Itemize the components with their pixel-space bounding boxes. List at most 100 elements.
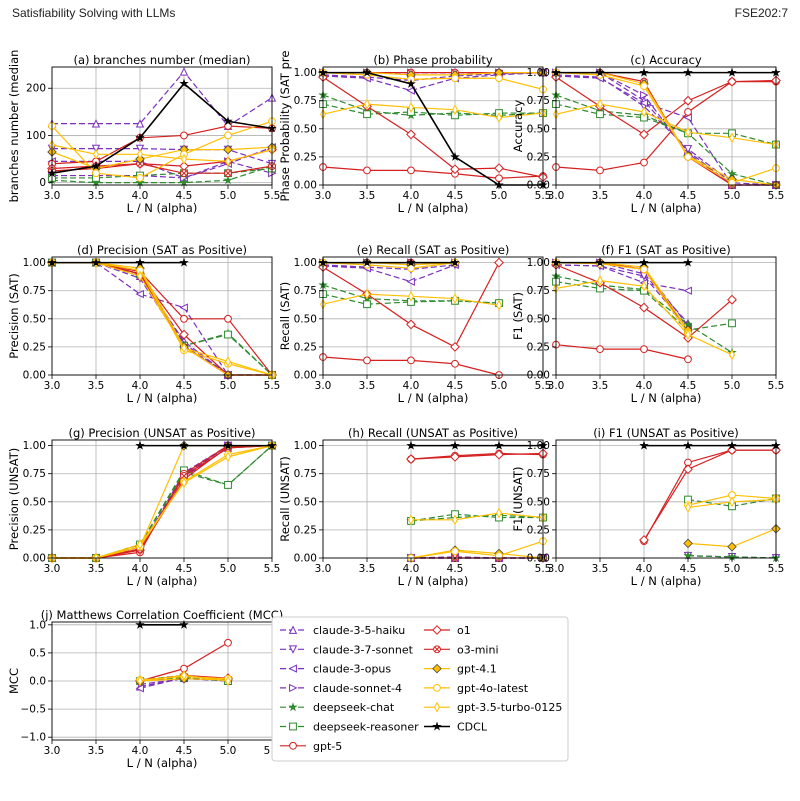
legend-label: gpt-5 [313,740,342,753]
y-tick-label: 0.50 [527,313,550,325]
series-line-o1 [322,76,544,178]
x-axis-label: L / N (alpha) [398,574,469,588]
x-tick-label: 5.0 [491,563,508,575]
legend-item-gpt-4-1: gpt-4.1 [424,663,497,676]
data-point-cdcl [135,619,145,629]
series-line-gpt-3-5-turbo-0125 [51,144,273,163]
data-point-gpt-5 [407,356,415,365]
y-tick-label: 0 [39,177,46,189]
plot-frame [51,66,273,186]
legend-marker [434,701,440,713]
x-tick-label: 3.5 [88,745,105,757]
data-point-claude-3-opus [683,113,692,122]
data-point-cdcl [494,440,504,450]
data-point-gpt-3-5-turbo-0125 [181,477,187,489]
series-line-claude-3-7-sonnet [322,264,456,270]
series-gpt-4-1 [683,524,781,552]
x-tick-label: 5.5 [264,563,281,575]
x-tick-label: 4.0 [403,380,420,392]
series-line-o1 [410,452,544,460]
data-point-gpt-4o-latest [224,131,232,140]
series-gpt-5 [319,163,547,183]
data-point-claude-3-opus [639,98,648,108]
series-line-cdcl [51,82,273,174]
series-line-deepseek-chat [51,165,273,184]
x-tick-label: 5.5 [768,563,785,575]
y-axis-label: Recall (UNSAT) [278,456,292,541]
data-point-o3-mini [180,169,188,178]
series-line-claude-3-7-sonnet [555,74,777,186]
data-point-gpt-4-1 [683,538,693,549]
data-point-cdcl [135,132,145,142]
data-point-gpt-3-5-turbo-0125 [685,126,691,138]
y-tick-label: 0.75 [527,468,550,480]
y-axis-label: Precision (SAT) [7,273,21,358]
y-tick-label: 0.25 [23,524,46,536]
series-line-gpt-4o-latest [322,72,544,91]
data-point-gpt-3-5-turbo-0125 [93,148,99,160]
plot-frame [555,439,777,559]
data-point-gpt-5 [224,638,232,647]
panel-title: (f) F1 (SAT as Positive) [601,243,730,257]
data-point-o1 [494,449,504,460]
legend-label: gpt-4o-latest [457,682,529,695]
series-line-gpt-3-5-turbo-0125 [411,512,544,521]
panel-d: 3.0 3.5 4.0 4.5 5.0 5.5 0.00 0.25 0.50 0.75 1.00 (d… [7,243,280,405]
data-point-cdcl [91,257,101,267]
x-tick-label: 5.0 [220,745,237,757]
series-gpt-5 [48,122,276,168]
y-tick-label: 0.75 [23,285,46,297]
data-point-claude-3-7-sonnet [135,144,145,154]
data-point-cdcl [595,257,605,267]
x-tick-label: 4.5 [447,380,464,392]
x-axis-label: L / N (alpha) [127,574,198,588]
data-point-o3-mini [224,169,232,178]
legend-label: deepseek-chat [313,701,395,714]
data-point-gpt-5 [596,166,604,175]
data-point-cdcl [223,440,233,450]
data-point-claude-3-opus [179,303,188,312]
plot-frame [322,66,544,186]
legend-item-o3-mini: o3-mini [424,643,499,656]
data-point-gpt-3-5-turbo-0125 [408,514,414,526]
x-tick-label: 4.5 [176,190,193,202]
y-tick-label: 0.75 [294,468,317,480]
data-point-gpt-5 [363,356,371,365]
series-line-claude-sonnet-4 [556,262,689,326]
data-point-gpt-4o-latest [684,153,692,161]
data-point-o1 [727,76,737,87]
series-claude-3-5-haiku [551,258,693,328]
data-point-cdcl [223,116,233,126]
data-point-claude-3-opus [683,286,692,295]
x-tick-label: 3.5 [592,190,609,202]
legend-marker [432,663,442,674]
y-tick-label: 1.00 [527,67,550,79]
data-point-gpt-4o-latest [451,74,459,83]
series-claude-3-7-sonnet [551,70,781,190]
x-tick-label: 4.5 [680,190,697,202]
data-point-cdcl [179,440,189,450]
data-point-o1 [727,294,737,305]
data-point-gpt-4o-latest [407,264,415,273]
data-point-gpt-3-5-turbo-0125 [225,451,231,463]
y-tick-label: 0.50 [294,313,317,325]
data-point-deepseek-reasoner [596,110,604,119]
y-tick-label: 1.00 [23,440,46,452]
panel-title: (b) Phase probability [373,53,492,67]
series-gpt-3-5-turbo-0125 [553,275,735,361]
data-point-o1 [406,454,416,465]
series-line-claude-sonnet-4 [52,160,273,179]
legend-item-claude-sonnet-4: claude-sonnet-4 [280,682,402,695]
series-line-claude-3-opus [322,72,544,92]
legend-label: o1 [457,624,471,637]
data-point-gpt-5 [224,122,232,130]
panel-title: (i) F1 (UNSAT as Positive) [593,426,739,440]
data-point-gpt-3-5-turbo-0125 [408,290,414,302]
legend-item-gpt-3-5-turbo-0125: gpt-3.5-turbo-0125 [424,701,562,714]
data-point-cdcl [179,78,189,88]
y-tick-label: 0.50 [527,123,550,135]
legend-marker [432,721,442,731]
series-gpt-3-5-turbo-0125 [408,507,546,526]
data-point-o1 [494,257,504,268]
series-line-o3-mini [51,163,273,174]
